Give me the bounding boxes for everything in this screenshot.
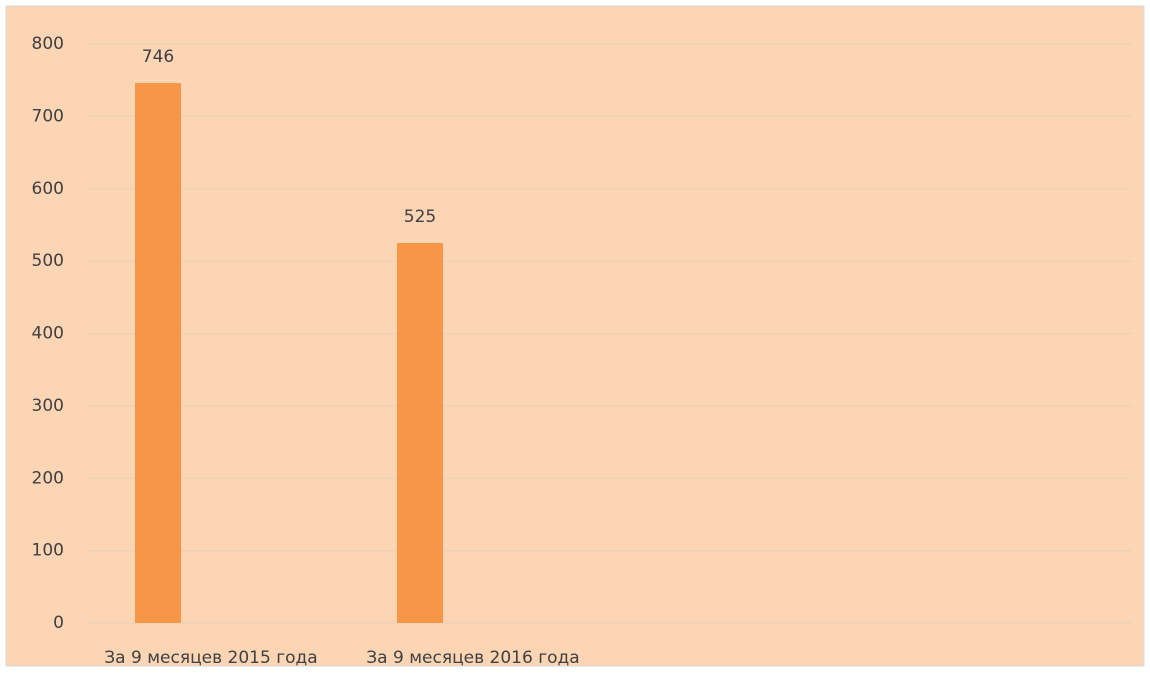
- y-tick-label: 100: [32, 541, 64, 561]
- y-tick-label: 0: [53, 613, 64, 633]
- y-tick-label: 700: [32, 106, 64, 126]
- y-tick-label: 300: [32, 396, 64, 416]
- bar: [397, 243, 443, 623]
- y-tick-label: 200: [32, 468, 64, 488]
- data-label: 746: [142, 47, 174, 67]
- y-tick-label: 500: [32, 251, 64, 271]
- x-tick-label: За 9 месяцев 2016 года: [366, 648, 579, 668]
- bar: [135, 83, 181, 623]
- data-label: 525: [404, 207, 436, 227]
- y-tick-label: 400: [32, 324, 64, 344]
- x-tick-label: За 9 месяцев 2015 года: [104, 648, 317, 668]
- y-tick-label: 800: [32, 34, 64, 54]
- y-tick-label: 600: [32, 179, 64, 199]
